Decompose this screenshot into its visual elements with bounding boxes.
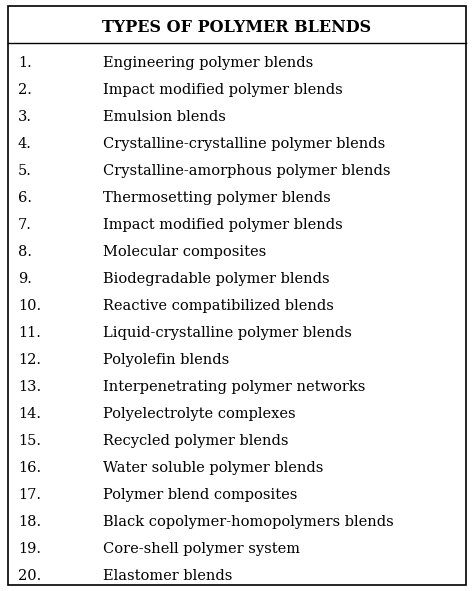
Text: 5.: 5. <box>18 164 32 178</box>
Text: 3.: 3. <box>18 110 32 124</box>
Text: Crystalline-amorphous polymer blends: Crystalline-amorphous polymer blends <box>103 164 391 178</box>
Text: Thermosetting polymer blends: Thermosetting polymer blends <box>103 191 331 205</box>
Text: 18.: 18. <box>18 515 41 529</box>
Text: Impact modified polymer blends: Impact modified polymer blends <box>103 83 343 97</box>
Text: 10.: 10. <box>18 299 41 313</box>
Text: Impact modified polymer blends: Impact modified polymer blends <box>103 218 343 232</box>
Text: 19.: 19. <box>18 542 41 556</box>
Text: 8.: 8. <box>18 245 32 259</box>
Text: Biodegradable polymer blends: Biodegradable polymer blends <box>103 272 329 286</box>
Text: 20.: 20. <box>18 569 41 583</box>
Text: 9.: 9. <box>18 272 32 286</box>
Text: 11.: 11. <box>18 326 41 340</box>
Text: Polyelectrolyte complexes: Polyelectrolyte complexes <box>103 407 296 421</box>
Text: 7.: 7. <box>18 218 32 232</box>
Text: Interpenetrating polymer networks: Interpenetrating polymer networks <box>103 380 365 394</box>
Text: Recycled polymer blends: Recycled polymer blends <box>103 434 289 448</box>
Text: Reactive compatibilized blends: Reactive compatibilized blends <box>103 299 334 313</box>
Text: 12.: 12. <box>18 353 41 367</box>
Text: Engineering polymer blends: Engineering polymer blends <box>103 56 313 70</box>
Text: TYPES OF POLYMER BLENDS: TYPES OF POLYMER BLENDS <box>102 20 372 37</box>
Text: Polymer blend composites: Polymer blend composites <box>103 488 297 502</box>
Text: Emulsion blends: Emulsion blends <box>103 110 226 124</box>
Text: 16.: 16. <box>18 461 41 475</box>
Text: 15.: 15. <box>18 434 41 448</box>
Text: 2.: 2. <box>18 83 32 97</box>
Text: Crystalline-crystalline polymer blends: Crystalline-crystalline polymer blends <box>103 137 385 151</box>
Text: Molecular composites: Molecular composites <box>103 245 266 259</box>
Text: 13.: 13. <box>18 380 41 394</box>
Text: Polyolefin blends: Polyolefin blends <box>103 353 229 367</box>
Text: 4.: 4. <box>18 137 32 151</box>
Text: Core-shell polymer system: Core-shell polymer system <box>103 542 300 556</box>
Text: 1.: 1. <box>18 56 32 70</box>
Text: Elastomer blends: Elastomer blends <box>103 569 232 583</box>
Text: 17.: 17. <box>18 488 41 502</box>
Text: 14.: 14. <box>18 407 41 421</box>
Text: Liquid-crystalline polymer blends: Liquid-crystalline polymer blends <box>103 326 352 340</box>
Text: Water soluble polymer blends: Water soluble polymer blends <box>103 461 323 475</box>
Text: Black copolymer-homopolymers blends: Black copolymer-homopolymers blends <box>103 515 394 529</box>
Text: 6.: 6. <box>18 191 32 205</box>
